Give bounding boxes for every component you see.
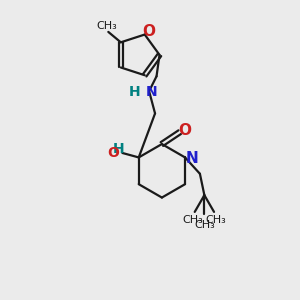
Text: N: N <box>146 85 158 99</box>
Text: CH₃: CH₃ <box>97 21 117 31</box>
Text: O: O <box>107 146 119 160</box>
Text: O: O <box>178 123 192 138</box>
Text: CH₃: CH₃ <box>194 220 215 230</box>
Text: O: O <box>142 24 155 39</box>
Text: H: H <box>113 142 124 155</box>
Text: CH₃: CH₃ <box>205 215 226 226</box>
Text: CH₃: CH₃ <box>183 215 204 226</box>
Text: N: N <box>185 152 198 166</box>
Text: H: H <box>129 85 140 99</box>
